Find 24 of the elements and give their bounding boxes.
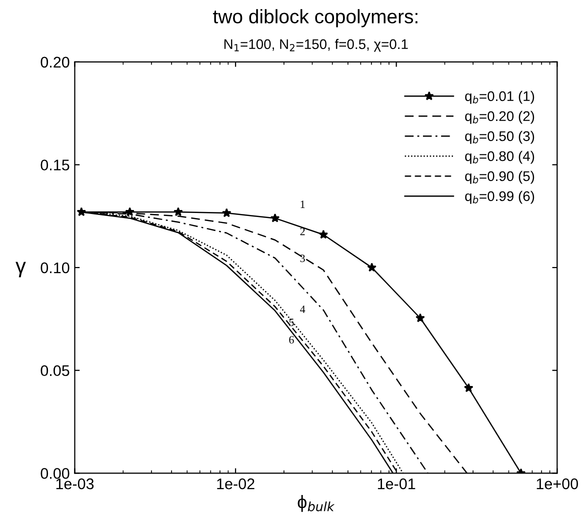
legend-label: q$_{b}$=0.90 (5) <box>465 170 534 184</box>
x-tick-label: 1e-03 <box>56 478 94 490</box>
annotation: 2 <box>300 228 305 236</box>
y-tick-label: 0.15 <box>40 160 70 170</box>
x-tick-label: 1e-02 <box>217 478 254 490</box>
chart-title: two diblock copolymers: <box>213 9 418 28</box>
legend-label: q$_{b}$=0.01 (1) <box>465 90 534 104</box>
annotation: 4 <box>300 306 306 313</box>
x-tick-label: 1e-01 <box>378 478 416 490</box>
chart-subtitle: N$_{1}$=100, N$_{2}$=150, f=0.5, χ=0.1 <box>224 38 408 52</box>
annotation: 6 <box>289 336 294 344</box>
annotation: 3 <box>300 254 305 262</box>
x-axis-title: ϕ$_{bulk}$ <box>298 495 335 512</box>
legend-label: q$_{b}$=0.99 (6) <box>465 190 534 204</box>
y-tick-label: 0.10 <box>40 262 70 274</box>
y-tick-label: 0.20 <box>40 56 70 68</box>
y-axis-title: γ <box>16 262 26 278</box>
legend-label: q$_{b}$=0.80 (4) <box>465 150 534 164</box>
legend-label: q$_{b}$=0.20 (2) <box>465 110 534 124</box>
x-tick-label: 1e+00 <box>536 478 578 490</box>
legend-label: q$_{b}$=0.50 (3) <box>465 130 534 144</box>
y-tick-label: 0.05 <box>40 365 70 376</box>
annotation: 1 <box>300 200 305 208</box>
y-tick-label: 0.00 <box>40 468 70 479</box>
